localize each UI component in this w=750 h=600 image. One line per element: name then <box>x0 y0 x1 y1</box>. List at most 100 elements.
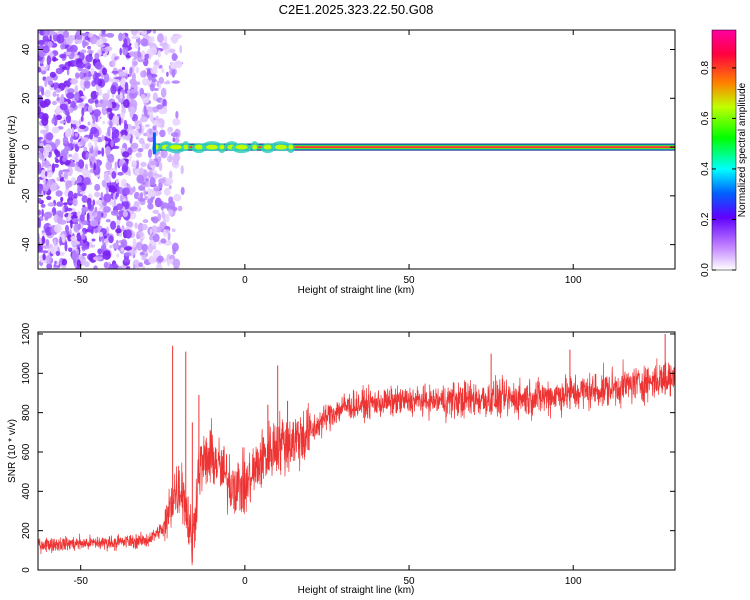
noise-blob <box>40 259 48 264</box>
noise-blob <box>56 216 63 225</box>
noise-blob <box>56 177 60 182</box>
noise-blob <box>148 189 156 198</box>
noise-blob <box>52 91 57 97</box>
noise-blob <box>67 154 73 158</box>
noise-blob <box>115 178 119 184</box>
noise-blob <box>163 187 171 196</box>
noise-blob <box>147 243 154 254</box>
noise-blob <box>87 224 94 233</box>
noise-blob <box>59 120 66 124</box>
noise-blob <box>69 119 78 125</box>
noise-blob <box>102 200 107 207</box>
noise-blob <box>61 258 68 266</box>
noise-blob <box>171 80 180 84</box>
noise-blob <box>55 67 63 75</box>
noise-blob <box>87 200 92 210</box>
spectrogram-y-tick-label: -20 <box>21 188 32 203</box>
noise-blob <box>148 128 153 135</box>
noise-blob <box>46 64 49 70</box>
noise-blob <box>147 203 154 210</box>
noise-blob <box>67 60 72 67</box>
noise-blob <box>122 151 130 158</box>
noise-blob <box>47 80 54 86</box>
noise-blob <box>101 37 108 44</box>
noise-blob <box>62 66 67 71</box>
noise-blob <box>84 76 89 81</box>
noise-blob <box>122 187 130 196</box>
noise-blob <box>94 183 101 192</box>
noise-blob <box>90 244 96 248</box>
noise-blob <box>152 209 160 214</box>
noise-blob <box>149 83 155 92</box>
noise-blob <box>140 93 146 100</box>
noise-blob <box>38 217 41 228</box>
noise-blob <box>81 32 90 37</box>
noise-blob <box>61 169 70 173</box>
noise-blob <box>42 245 50 249</box>
noise-blob <box>118 32 123 42</box>
noise-blob <box>104 46 113 52</box>
noise-blob <box>70 235 78 241</box>
noise-blob <box>77 184 80 195</box>
noise-blob <box>82 39 86 49</box>
noise-blob <box>89 156 96 163</box>
noise-blob <box>42 180 47 184</box>
noise-blob <box>129 106 136 116</box>
noise-blob <box>60 43 66 50</box>
noise-blob <box>111 70 119 74</box>
noise-blob <box>101 105 108 116</box>
noise-blob <box>137 148 144 153</box>
noise-blob <box>152 119 159 125</box>
noise-blob <box>123 123 129 130</box>
noise-blob <box>46 195 52 201</box>
noise-blob <box>110 84 117 95</box>
noise-blob <box>124 81 129 92</box>
noise-blob <box>46 263 53 269</box>
noise-blob <box>149 228 153 235</box>
noise-blob <box>122 210 128 218</box>
colorbar-tick-label: 0.8 <box>700 61 711 75</box>
noise-blob <box>85 151 89 160</box>
noise-blob <box>172 118 181 126</box>
noise-blob <box>69 162 76 168</box>
noise-blob <box>173 137 180 144</box>
noise-blob <box>87 98 95 104</box>
noise-blob <box>96 103 105 108</box>
noise-blob <box>97 256 103 261</box>
noise-blob <box>103 206 111 213</box>
noise-blob <box>63 171 69 179</box>
noise-blob <box>79 71 85 80</box>
noise-blob <box>98 87 102 96</box>
noise-blob <box>121 165 128 173</box>
noise-blob <box>43 144 52 153</box>
noise-blob <box>123 38 128 48</box>
noise-blob <box>43 211 53 219</box>
noise-blob <box>81 183 86 191</box>
noise-blob <box>41 250 49 254</box>
noise-blob <box>136 125 140 130</box>
noise-blob <box>174 34 183 39</box>
noise-blob <box>90 126 98 135</box>
noise-blob <box>53 163 60 168</box>
noise-blob <box>67 88 75 94</box>
noise-blob <box>164 48 169 56</box>
snr-y-tick-label: 1000 <box>21 362 32 385</box>
noise-blob <box>41 70 46 75</box>
noise-blob <box>177 205 183 212</box>
noise-blob <box>105 146 111 156</box>
noise-blob <box>94 99 99 104</box>
noise-blob <box>49 30 55 36</box>
noise-blob <box>81 245 90 250</box>
noise-blob <box>95 200 102 205</box>
colorbar-gradient <box>711 29 737 271</box>
noise-blob <box>119 47 122 56</box>
noise-blob <box>137 194 141 200</box>
colorbar-tick-label: 0.4 <box>700 162 711 176</box>
noise-blob <box>108 235 114 244</box>
noise-blob <box>100 192 104 199</box>
noise-blob <box>123 258 131 263</box>
noise-blob <box>41 161 45 168</box>
noise-blob <box>180 186 185 196</box>
noise-blob <box>135 168 140 176</box>
noise-blob <box>41 208 44 218</box>
